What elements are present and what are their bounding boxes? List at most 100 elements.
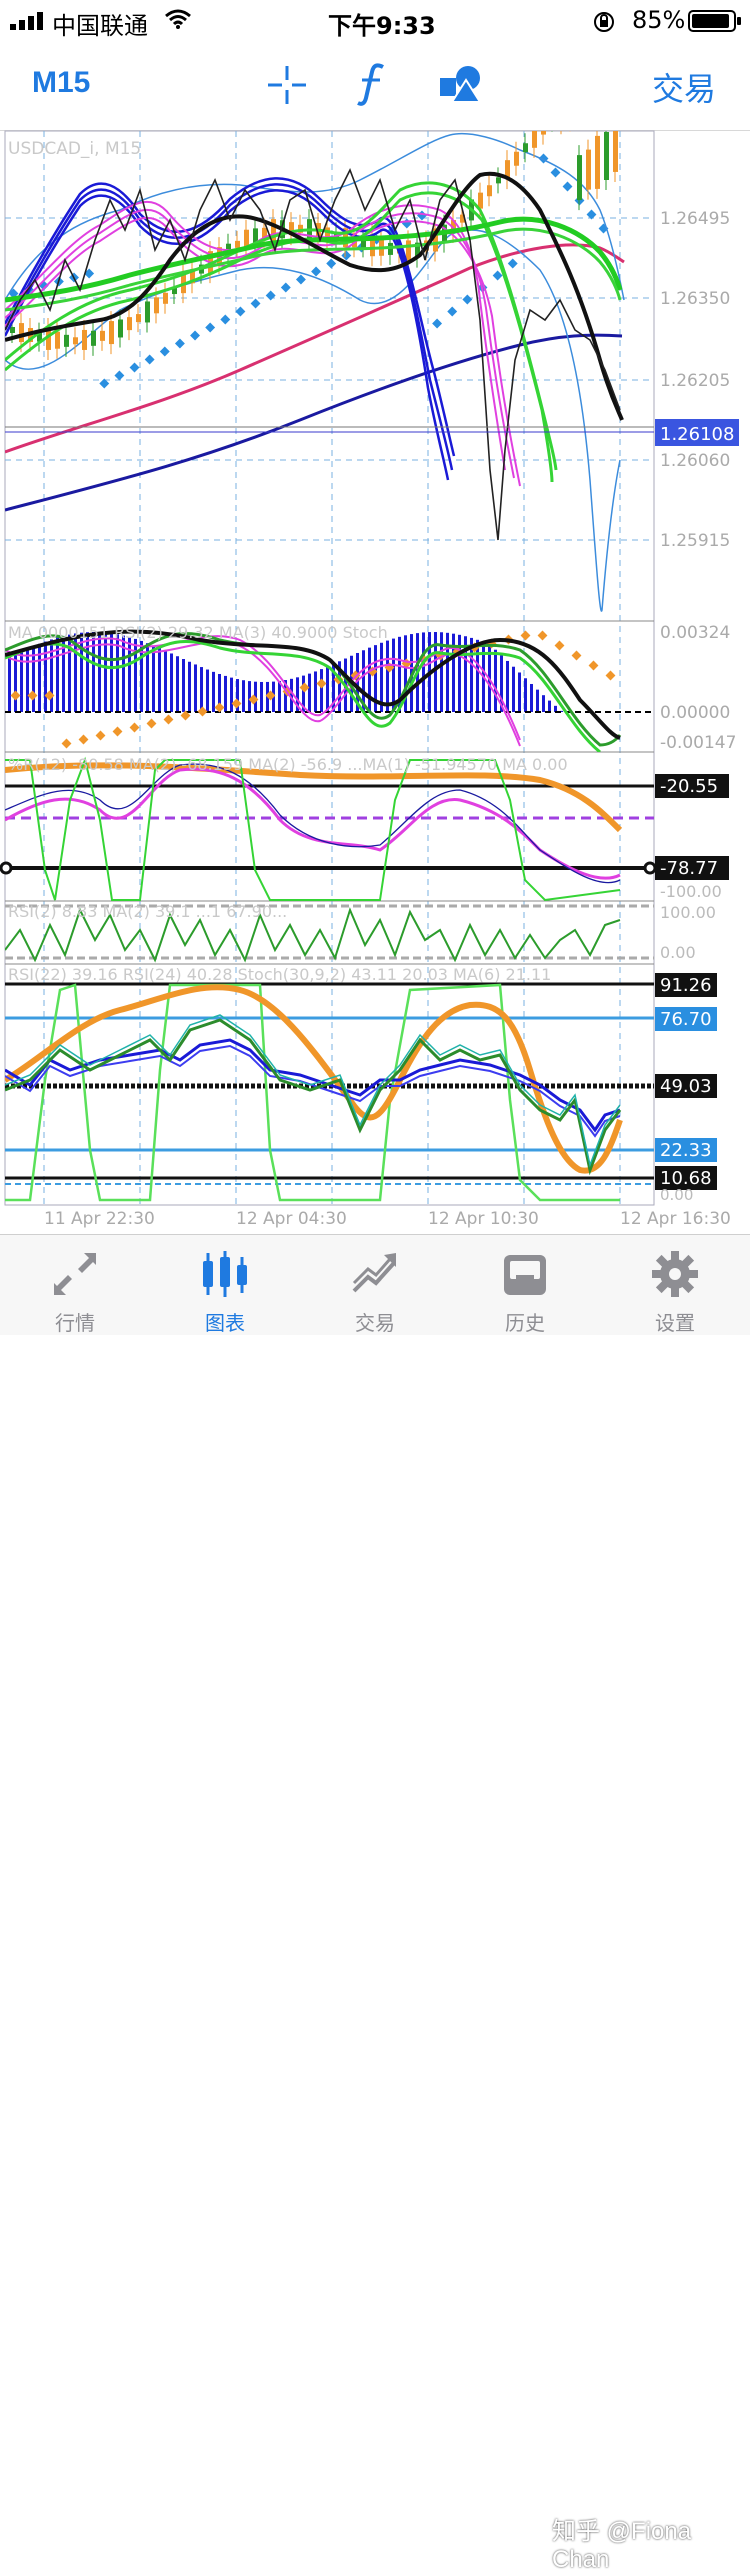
rsi-long-header: RSI(22) 39.16 RSI(24) 40.28 Stoch(30,9,2… bbox=[8, 965, 551, 984]
diamond-marker bbox=[605, 670, 616, 681]
histogram-bar bbox=[278, 680, 281, 712]
price-tick: 1.26350 bbox=[660, 289, 730, 309]
candle-body bbox=[577, 155, 582, 201]
tab-trade-label: 交易 bbox=[355, 1311, 395, 1335]
histogram-bar bbox=[458, 634, 461, 712]
tab-quotes-label: 行情 bbox=[55, 1311, 95, 1335]
candle-body bbox=[433, 228, 438, 252]
candle-body bbox=[298, 224, 303, 233]
histogram-bar bbox=[260, 681, 263, 712]
histogram-bar bbox=[104, 632, 107, 712]
time-label: 11 Apr 22:30 bbox=[44, 1209, 155, 1229]
candle-body bbox=[253, 228, 258, 244]
candle-body bbox=[406, 240, 411, 261]
level-handle[interactable] bbox=[643, 861, 657, 875]
chart-toolbar: M15 交易 bbox=[0, 40, 750, 131]
histogram-bar bbox=[464, 636, 467, 712]
candle-body bbox=[136, 314, 141, 323]
diamond-marker bbox=[44, 690, 55, 701]
rsi-long-bottom-tick: 0.00 bbox=[660, 1186, 693, 1204]
histogram-bar bbox=[470, 637, 473, 712]
diamond-marker bbox=[562, 181, 573, 192]
histogram-bar bbox=[500, 655, 503, 712]
histogram-bar bbox=[230, 677, 233, 712]
candle-body bbox=[586, 149, 591, 190]
diamond-marker bbox=[316, 678, 327, 689]
function-icon[interactable] bbox=[356, 62, 388, 108]
trade-button[interactable]: 交易 bbox=[651, 70, 716, 108]
level-handle[interactable] bbox=[0, 861, 13, 875]
diamond-marker bbox=[129, 722, 140, 733]
macd-header: MA 0000151 RSI(2) 29.32 MA(3) 40.9000 St… bbox=[8, 623, 388, 642]
histogram-bar bbox=[194, 664, 197, 712]
histogram-bar bbox=[332, 663, 335, 712]
candle-body bbox=[64, 334, 69, 347]
candle-body bbox=[109, 321, 114, 345]
svg-text:49.03: 49.03 bbox=[660, 1076, 712, 1097]
tab-trade[interactable]: 交易 bbox=[300, 1235, 450, 1335]
macd-green-fan bbox=[5, 631, 622, 752]
histogram-bar bbox=[506, 660, 509, 712]
histogram-bar bbox=[440, 632, 443, 712]
candle-body bbox=[55, 331, 60, 349]
histogram-bar bbox=[62, 635, 65, 712]
wpr-blue bbox=[5, 763, 621, 884]
histogram-bar bbox=[398, 636, 401, 712]
candle-body bbox=[505, 160, 510, 180]
histogram-bar bbox=[296, 677, 299, 712]
histogram-bar bbox=[314, 671, 317, 712]
timeframe-button[interactable]: M15 bbox=[32, 66, 91, 99]
candle-body bbox=[451, 220, 456, 234]
histogram-bar bbox=[26, 648, 29, 712]
candle-body bbox=[163, 292, 168, 304]
tab-history[interactable]: 历史 bbox=[450, 1235, 600, 1335]
histogram-bar bbox=[554, 705, 557, 712]
diamond-marker bbox=[235, 306, 246, 317]
tab-chart[interactable]: 图表 bbox=[150, 1235, 300, 1335]
diamond-marker bbox=[61, 738, 72, 749]
histogram-bar bbox=[188, 661, 191, 712]
histogram-bar bbox=[98, 632, 101, 712]
tab-settings[interactable]: 设置 bbox=[600, 1235, 750, 1335]
histogram-bar bbox=[212, 671, 215, 712]
diamond-marker bbox=[520, 630, 531, 641]
diamond-marker bbox=[265, 690, 276, 701]
histogram-bar bbox=[302, 675, 305, 712]
wpr-header: %R(12) -80.58 MA(2) -68.159 MA(2) -56.9 … bbox=[8, 755, 568, 774]
diamond-marker bbox=[180, 710, 191, 721]
rsi-short-tick: 0.00 bbox=[660, 943, 696, 962]
histogram-bar bbox=[110, 633, 113, 712]
histogram-bar bbox=[38, 643, 41, 712]
macd-signal-black bbox=[5, 629, 621, 740]
diamond-marker bbox=[159, 346, 170, 357]
rsi-level-tag: 91.26 bbox=[655, 973, 717, 997]
histogram-bar bbox=[362, 650, 365, 712]
candle-body bbox=[271, 219, 276, 243]
wpr-orange-ma bbox=[5, 762, 623, 833]
diamond-marker bbox=[144, 354, 155, 365]
clock: 下午9:33 bbox=[328, 12, 436, 40]
chart-canvas[interactable]: USDCAD_i, M15 bbox=[0, 130, 750, 1234]
svg-text:22.33: 22.33 bbox=[660, 1140, 712, 1161]
wpr-green bbox=[5, 756, 621, 901]
time-label: 12 Apr 16:30 bbox=[620, 1209, 731, 1229]
histogram-bar bbox=[140, 640, 143, 712]
macd-panel bbox=[5, 629, 654, 752]
histogram-bar bbox=[8, 657, 11, 712]
rsi-short-tick: 100.00 bbox=[660, 903, 716, 922]
diamond-marker bbox=[447, 306, 458, 317]
objects-icon[interactable] bbox=[438, 64, 482, 104]
tab-quotes[interactable]: 行情 bbox=[0, 1235, 150, 1335]
time-label: 12 Apr 10:30 bbox=[428, 1209, 539, 1229]
crosshair-icon[interactable] bbox=[266, 64, 308, 106]
macd-axis: 0.00324 0.00000 -0.00147 bbox=[660, 623, 736, 753]
rsi-short-panel bbox=[5, 904, 654, 963]
histogram-bar bbox=[146, 643, 149, 712]
diamond-marker bbox=[295, 274, 306, 285]
histogram-bar bbox=[530, 683, 533, 712]
ma-green-fan bbox=[5, 181, 623, 483]
chart-area[interactable]: USDCAD_i, M15 bbox=[0, 130, 750, 1234]
candle-body bbox=[496, 177, 501, 184]
histogram-bar bbox=[476, 639, 479, 712]
histogram-bar bbox=[380, 642, 383, 712]
